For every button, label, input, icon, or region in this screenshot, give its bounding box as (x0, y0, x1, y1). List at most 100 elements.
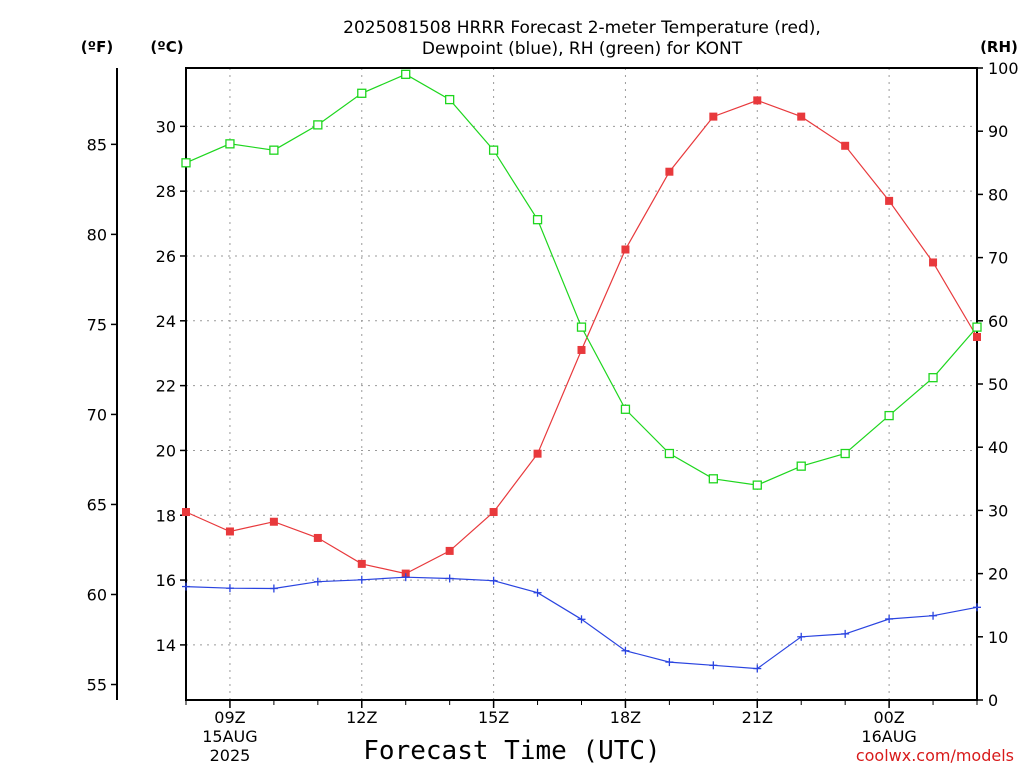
data-point (928, 373, 938, 383)
data-point (357, 88, 367, 98)
data-point (665, 658, 674, 667)
celsius-tick-label: 20 (156, 441, 176, 460)
fahrenheit-tick-label: 65 (87, 495, 107, 514)
data-series (181, 69, 982, 673)
data-point (973, 333, 981, 342)
data-point (753, 664, 762, 673)
rh-tick-label: 50 (988, 375, 1008, 394)
data-point (445, 546, 454, 555)
fahrenheit-tick-label: 85 (87, 135, 107, 154)
data-point (489, 508, 498, 517)
fahrenheit-tick-label: 60 (87, 585, 107, 604)
x-tick-label: 00Z (873, 708, 904, 727)
x-axis-title: Forecast Time (UTC) (363, 736, 660, 766)
data-point (577, 345, 586, 354)
celsius-tick-label: 24 (156, 312, 176, 331)
data-point (621, 646, 630, 655)
series-2-meter-temperature (182, 96, 981, 578)
data-point (313, 577, 322, 586)
data-point (269, 145, 279, 155)
data-point (357, 559, 366, 568)
x-tick-label: 15Z (478, 708, 509, 727)
rh-tick-label: 20 (988, 565, 1008, 584)
rh-tick-label: 0 (988, 691, 998, 710)
x-tick-label: 18Z (610, 708, 641, 727)
data-point (664, 448, 675, 459)
data-point (401, 573, 410, 582)
data-point (488, 145, 499, 155)
rh-tick-label: 30 (988, 501, 1008, 520)
data-point (532, 215, 543, 225)
data-point (182, 508, 190, 517)
data-point (533, 449, 542, 458)
rh-tick-label: 60 (988, 312, 1008, 331)
data-point (753, 96, 762, 105)
data-point (576, 322, 587, 332)
x-tick-date: 15AUG (202, 727, 257, 746)
x-tick-label: 21Z (742, 708, 773, 727)
data-point (665, 167, 674, 176)
series-line (185, 73, 978, 486)
data-point (797, 112, 806, 121)
data-point (796, 461, 806, 471)
chart-title-line1: 2025081508 HRRR Forecast 2-meter Tempera… (343, 18, 821, 38)
data-point (269, 584, 278, 593)
x-tick-date: 16AUG (861, 727, 916, 746)
data-point (841, 141, 850, 150)
data-point (313, 533, 322, 542)
data-point (929, 258, 938, 267)
rh-tick-label: 70 (988, 249, 1008, 268)
fahrenheit-tick-label: 75 (87, 315, 107, 334)
data-point (885, 614, 894, 623)
rh-tick-label: 100 (988, 59, 1019, 78)
x-tick-label: 09Z (214, 708, 245, 727)
rh-tick-label: 10 (988, 628, 1008, 647)
data-point (269, 517, 278, 526)
data-point (445, 94, 455, 105)
fahrenheit-tick-label: 70 (87, 405, 107, 424)
data-point (708, 474, 718, 484)
data-point (533, 588, 542, 597)
data-point (972, 322, 982, 332)
data-point (401, 69, 411, 79)
celsius-tick-label: 26 (156, 247, 176, 266)
celsius-tick-label: 28 (156, 182, 176, 201)
data-point (841, 629, 850, 638)
series-dewpoint (182, 573, 981, 673)
x-tick-year: 2025 (210, 746, 251, 765)
data-point (313, 120, 323, 130)
celsius-tick-label: 16 (156, 571, 176, 590)
rh-unit-label: (RH) (980, 38, 1018, 56)
data-point (182, 582, 190, 591)
data-point (621, 245, 630, 254)
data-point (884, 410, 894, 421)
data-point (840, 448, 850, 459)
credit-text: coolwx.com/models (856, 746, 1014, 765)
data-point (885, 196, 894, 205)
fahrenheit-tick-label: 55 (87, 676, 107, 695)
data-point (577, 615, 586, 624)
data-point (709, 661, 718, 670)
chart-title-line2: Dewpoint (blue), RH (green) for KONT (422, 39, 743, 59)
fahrenheit-unit-label: (ºF) (81, 38, 113, 56)
data-point (489, 576, 498, 585)
data-point (973, 603, 981, 612)
data-point (357, 575, 366, 584)
data-point (752, 480, 762, 490)
celsius-tick-label: 18 (156, 506, 176, 525)
x-tick-label: 12Z (346, 708, 377, 727)
data-point (225, 527, 234, 536)
rh-tick-label: 80 (988, 185, 1008, 204)
series-rh (181, 69, 982, 490)
data-point (225, 139, 235, 149)
data-point (445, 574, 454, 583)
rh-tick-label: 40 (988, 438, 1008, 457)
rh-tick-label: 90 (988, 122, 1008, 141)
data-point (709, 112, 718, 121)
celsius-unit-label: (ºC) (150, 38, 183, 56)
fahrenheit-tick-label: 80 (87, 225, 107, 244)
celsius-tick-label: 30 (156, 117, 176, 136)
data-point (620, 404, 631, 414)
